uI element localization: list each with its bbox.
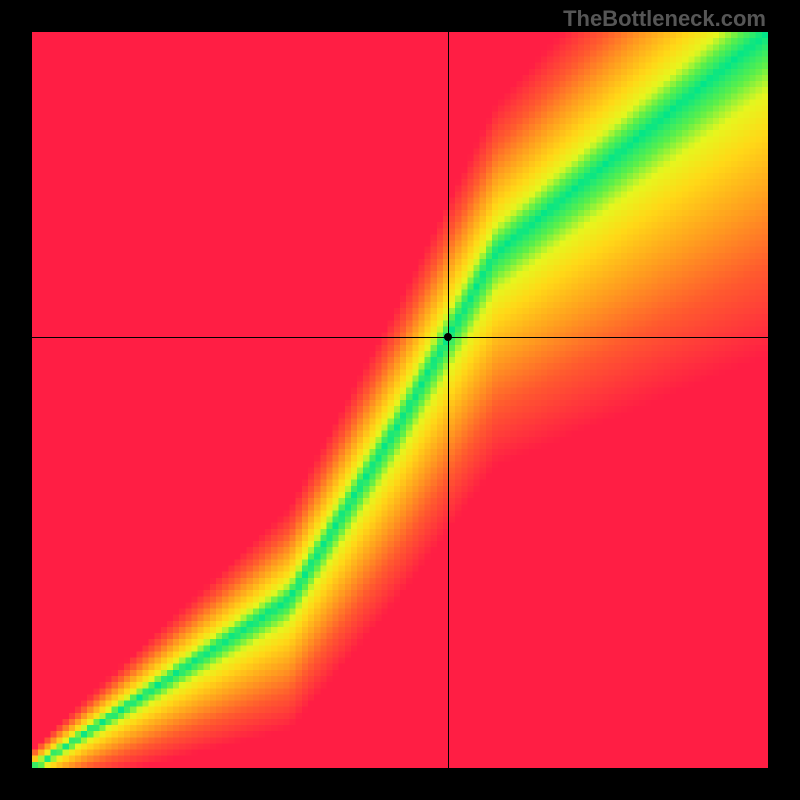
crosshair-vertical [448, 32, 449, 768]
chart-container: TheBottleneck.com [0, 0, 800, 800]
watermark-label: TheBottleneck.com [563, 6, 766, 32]
crosshair-horizontal [32, 337, 768, 338]
bottleneck-heatmap [32, 32, 768, 768]
selection-marker [444, 333, 452, 341]
